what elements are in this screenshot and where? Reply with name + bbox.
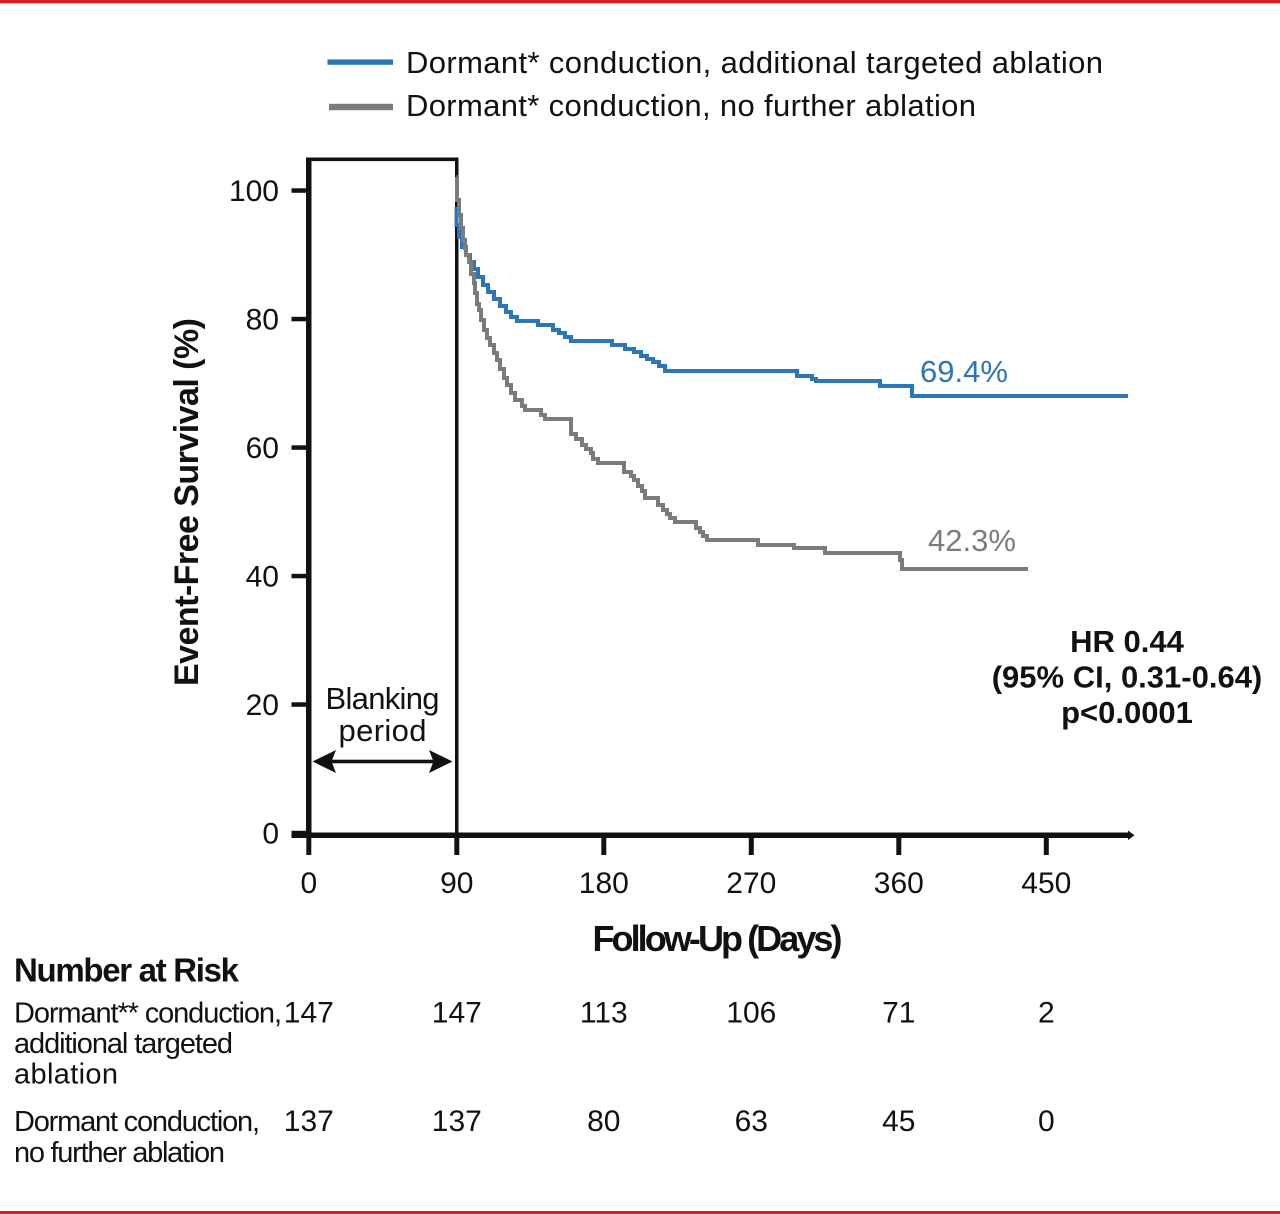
svg-text:137: 137 — [432, 1105, 482, 1138]
svg-text:Follow-Up (Days): Follow-Up (Days) — [593, 918, 843, 959]
svg-text:Dormant* conduction, no furthe: Dormant* conduction, no further ablation — [406, 88, 976, 123]
svg-text:137: 137 — [284, 1105, 334, 1138]
svg-text:63: 63 — [735, 1105, 768, 1138]
svg-text:106: 106 — [726, 997, 776, 1030]
svg-text:20: 20 — [246, 689, 279, 722]
svg-text:45: 45 — [882, 1105, 915, 1138]
svg-text:0: 0 — [1038, 1105, 1055, 1138]
svg-text:Dormant** conduction,: Dormant** conduction, — [14, 998, 282, 1030]
svg-text:90: 90 — [440, 867, 473, 900]
svg-text:42.3%: 42.3% — [928, 523, 1016, 558]
svg-text:additional targeted: additional targeted — [14, 1028, 233, 1060]
svg-text:113: 113 — [580, 997, 628, 1030]
svg-text:147: 147 — [432, 997, 482, 1030]
svg-text:71: 71 — [882, 997, 915, 1030]
svg-text:Dormant* conduction, additiona: Dormant* conduction, additional targeted… — [406, 45, 1103, 80]
svg-text:period: period — [339, 713, 427, 748]
svg-text:Number at Risk: Number at Risk — [14, 952, 240, 989]
svg-text:p<0.0001: p<0.0001 — [1061, 695, 1193, 730]
svg-text:Event-Free Survival (%): Event-Free Survival (%) — [168, 318, 206, 686]
svg-text:60: 60 — [246, 432, 279, 465]
svg-text:80: 80 — [246, 304, 279, 337]
svg-text:100: 100 — [229, 175, 279, 208]
svg-text:HR 0.44: HR 0.44 — [1070, 624, 1184, 659]
svg-text:40: 40 — [246, 561, 279, 594]
svg-text:0: 0 — [262, 818, 279, 851]
svg-text:Blanking: Blanking — [326, 681, 440, 716]
svg-text:270: 270 — [726, 867, 776, 900]
svg-text:2: 2 — [1038, 997, 1055, 1030]
svg-text:Dormant conduction,: Dormant conduction, — [14, 1106, 260, 1138]
svg-text:80: 80 — [587, 1105, 620, 1138]
svg-text:360: 360 — [874, 867, 924, 900]
svg-text:147: 147 — [284, 997, 334, 1030]
svg-text:0: 0 — [300, 867, 317, 900]
svg-text:no further ablation: no further ablation — [14, 1137, 225, 1169]
svg-text:(95% CI, 0.31-0.64): (95% CI, 0.31-0.64) — [992, 660, 1263, 695]
svg-text:69.4%: 69.4% — [920, 354, 1008, 389]
svg-text:450: 450 — [1021, 867, 1071, 900]
svg-text:ablation: ablation — [14, 1059, 118, 1091]
svg-text:180: 180 — [579, 867, 629, 900]
